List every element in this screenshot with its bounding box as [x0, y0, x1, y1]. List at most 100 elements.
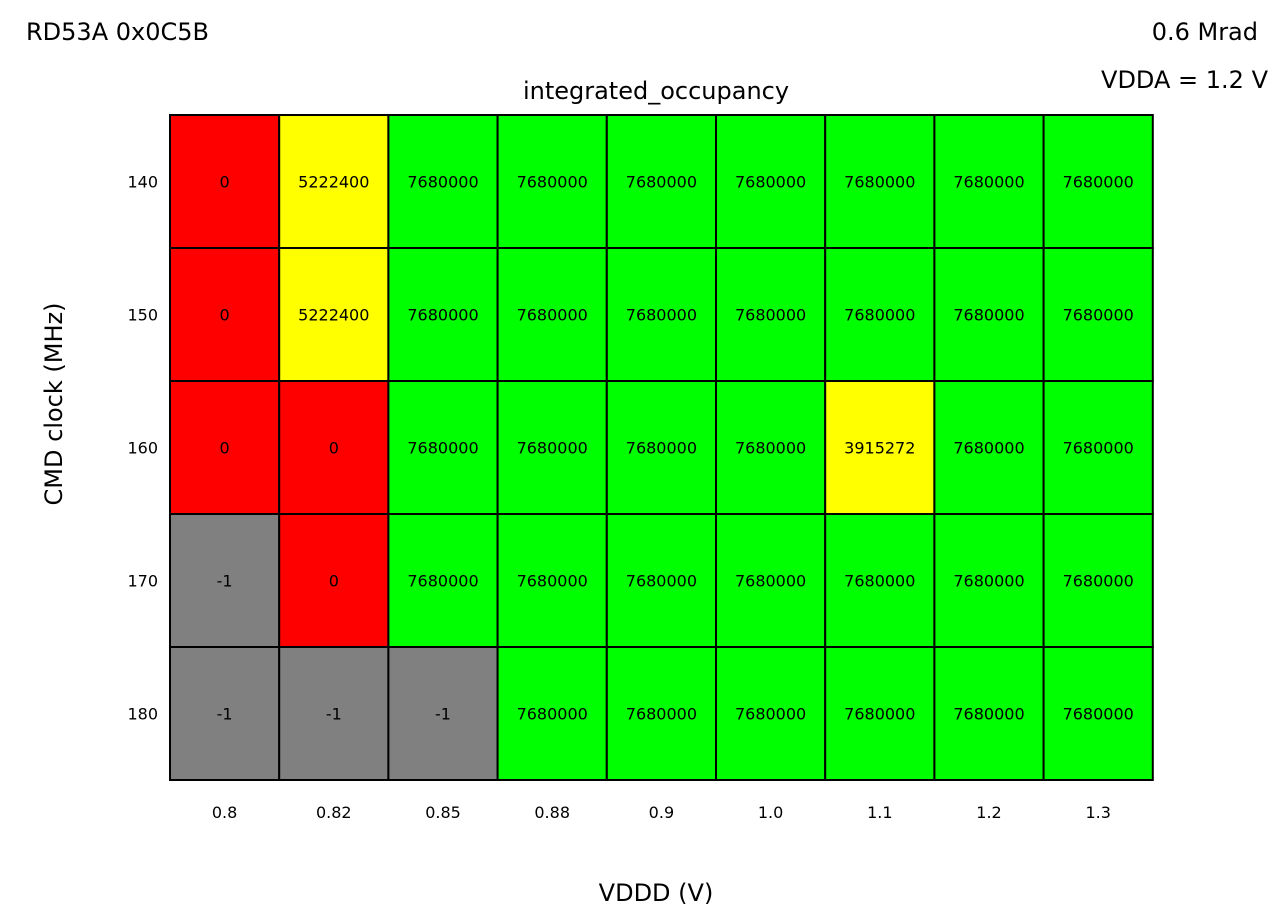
y-tick-label: 150	[127, 306, 158, 325]
cell-value-label: 0	[329, 439, 339, 458]
cell-value-label: 7680000	[1063, 439, 1134, 458]
heatmap-cell	[824, 247, 936, 382]
chart-title: integrated_occupancy	[523, 77, 789, 105]
heatmap-cell	[605, 513, 717, 648]
cell-value-label: 7680000	[517, 572, 588, 591]
heatmap-cell	[715, 247, 827, 382]
cell-value-label: 7680000	[735, 306, 806, 325]
cell-value-label: 7680000	[517, 173, 588, 192]
cell-value-label: 7680000	[1063, 306, 1134, 325]
x-tick-label: 1.2	[976, 803, 1001, 822]
heatmap-cell	[496, 380, 608, 515]
y-tick-label: 170	[127, 572, 158, 591]
heatmap-cell	[715, 513, 827, 648]
cell-value-label: 7680000	[517, 705, 588, 724]
cell-value-label: 7680000	[735, 572, 806, 591]
x-tick-label: 0.9	[649, 803, 674, 822]
heatmap-cell	[496, 247, 608, 382]
heatmap-cell	[1042, 380, 1154, 515]
heatmap-cell	[169, 247, 281, 382]
cell-value-label: 7680000	[626, 439, 697, 458]
cell-value-label: 0	[220, 306, 230, 325]
cell-value-label: 7680000	[735, 439, 806, 458]
heatmap-cell	[933, 247, 1045, 382]
cell-value-label: 7680000	[1063, 173, 1134, 192]
cell-value-label: -1	[435, 705, 451, 724]
cell-value-label: 0	[329, 572, 339, 591]
y-axis-label: CMD clock (MHz)	[40, 303, 68, 506]
heatmap-cell	[169, 646, 281, 781]
heatmap-cell	[715, 646, 827, 781]
cell-value-label: 7680000	[407, 306, 478, 325]
cell-value-label: 7680000	[735, 173, 806, 192]
heatmap-cell	[1042, 114, 1154, 249]
heatmap-cell	[824, 513, 936, 648]
cell-value-label: 7680000	[844, 705, 915, 724]
cell-value-label: 7680000	[1063, 572, 1134, 591]
cell-value-label: 7680000	[1063, 705, 1134, 724]
heatmap-cell	[933, 114, 1045, 249]
heatmap-cell	[496, 646, 608, 781]
cell-value-label: 5222400	[298, 306, 369, 325]
x-tick-label: 1.1	[867, 803, 892, 822]
heatmap-cell	[715, 114, 827, 249]
heatmap-cell	[824, 646, 936, 781]
cell-value-label: 7680000	[953, 572, 1024, 591]
x-tick-label: 0.8	[212, 803, 237, 822]
cell-value-label: 0	[220, 173, 230, 192]
cell-value-label: 7680000	[844, 572, 915, 591]
cell-value-label: 3915272	[844, 439, 915, 458]
x-tick-label: 1.0	[758, 803, 783, 822]
cell-value-label: 5222400	[298, 173, 369, 192]
heatmap-cell	[933, 646, 1045, 781]
cell-value-label: 7680000	[953, 439, 1024, 458]
cell-value-label: 7680000	[953, 173, 1024, 192]
cell-value-label: 7680000	[517, 439, 588, 458]
heatmap-cell	[496, 513, 608, 648]
y-tick-labels: 140 150 160 170 180	[127, 173, 158, 724]
cell-value-label: 7680000	[626, 306, 697, 325]
cell-value-label: 7680000	[735, 705, 806, 724]
cell-value-label: 7680000	[407, 439, 478, 458]
y-tick-label: 140	[127, 173, 158, 192]
x-tick-labels: 0.8 0.82 0.85 0.88 0.9 1.0 1.1 1.2 1.3	[212, 803, 1111, 822]
heatmap-cell	[387, 513, 499, 648]
heatmap-cell	[278, 247, 390, 382]
cell-value-label: 7680000	[844, 306, 915, 325]
x-tick-label: 0.85	[425, 803, 461, 822]
heatmap-cell	[169, 380, 281, 515]
cell-value-label: 7680000	[626, 705, 697, 724]
cell-value-label: 7680000	[517, 306, 588, 325]
heatmap-cell	[169, 513, 281, 648]
heatmap-cell	[933, 380, 1045, 515]
x-tick-label: 0.88	[534, 803, 570, 822]
heatmap-cell	[278, 646, 390, 781]
heatmap-cell	[824, 380, 936, 515]
cell-value-label: -1	[326, 705, 342, 724]
cell-value-label: 7680000	[626, 173, 697, 192]
heatmap-cell	[1042, 513, 1154, 648]
cell-value-label: 0	[220, 439, 230, 458]
cell-value-label: -1	[217, 705, 233, 724]
y-tick-label: 180	[127, 705, 158, 724]
cell-value-label: -1	[217, 572, 233, 591]
heatmap-cell	[605, 247, 717, 382]
chip-id-label: RD53A 0x0C5B	[26, 18, 209, 46]
heatmap-cells: 0 5222400 7680000 7680000 7680000 7680000 7680…	[169, 114, 1154, 781]
heatmap-cell	[1042, 646, 1154, 781]
heatmap-cell	[605, 380, 717, 515]
heatmap-cell	[824, 114, 936, 249]
heatmap-cell	[1042, 247, 1154, 382]
x-tick-label: 0.82	[316, 803, 352, 822]
heatmap-cell	[387, 380, 499, 515]
cell-value-label: 7680000	[407, 173, 478, 192]
heatmap-cell	[387, 646, 499, 781]
x-tick-label: 1.3	[1085, 803, 1110, 822]
vdda-label: VDDA = 1.2 V	[1101, 66, 1268, 94]
cell-value-label: 7680000	[407, 572, 478, 591]
cell-value-label: 7680000	[626, 572, 697, 591]
heatmap-cell	[715, 380, 827, 515]
cell-value-label: 7680000	[953, 705, 1024, 724]
y-tick-label: 160	[127, 439, 158, 458]
